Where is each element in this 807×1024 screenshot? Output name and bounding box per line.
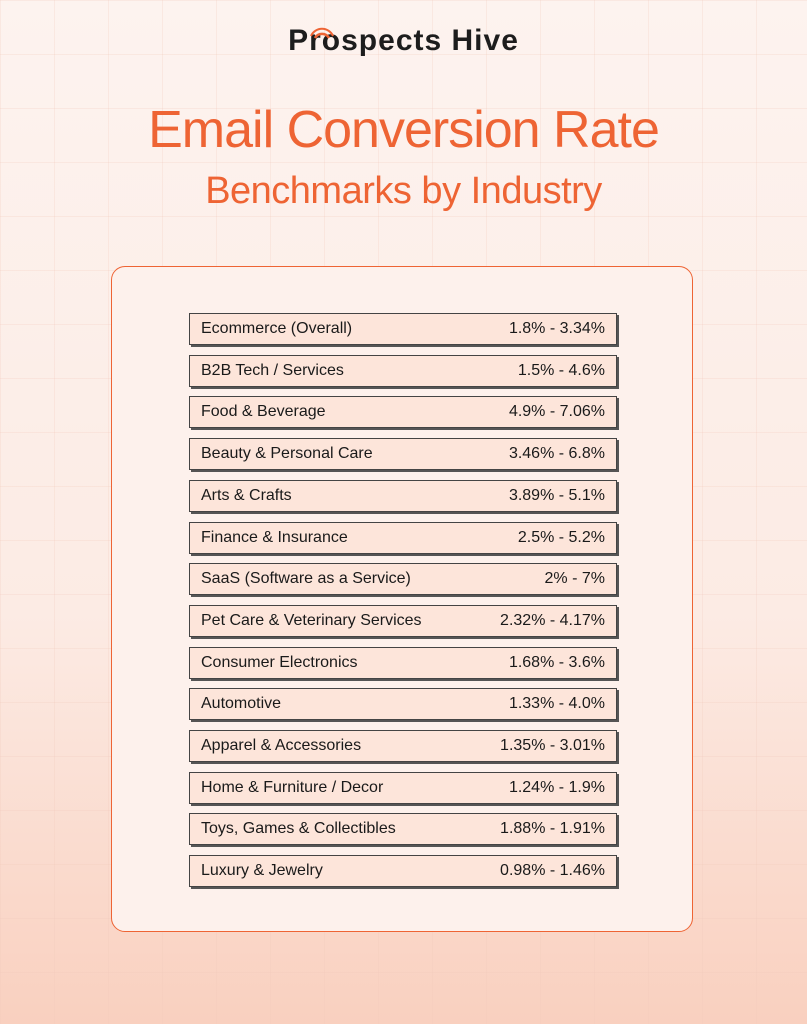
brand-logo: Prospects Hive xyxy=(288,24,519,57)
conversion-rate: 1.24% - 1.9% xyxy=(508,778,605,796)
table-row: Automotive 1.33% - 4.0% xyxy=(189,688,617,721)
conversion-rate: 2.32% - 4.17% xyxy=(500,611,605,629)
table-row: Pet Care & Veterinary Services 2.32% - 4.… xyxy=(189,604,617,637)
industry-label: B2B Tech / Services xyxy=(201,361,344,379)
table-row: Finance & Insurance 2.5% - 5.2% xyxy=(189,521,617,554)
industry-label: Pet Care & Veterinary Services xyxy=(201,611,422,629)
industry-label: SaaS (Software as a Service) xyxy=(201,570,411,588)
industry-label: Home & Furniture / Decor xyxy=(201,778,384,796)
subtitle: Benchmarks by Industry xyxy=(205,170,602,212)
conversion-rate: 4.9% - 7.06% xyxy=(508,403,605,421)
industry-label: Consumer Electronics xyxy=(201,653,358,671)
table-row: Consumer Electronics 1.68% - 3.6% xyxy=(189,646,617,679)
industry-label: Finance & Insurance xyxy=(201,528,348,546)
industry-label: Apparel & Accessories xyxy=(201,737,362,754)
table-row: Arts & Crafts 3.89% - 5.1% xyxy=(189,479,617,512)
conversion-rate: 3.46% - 6.8% xyxy=(508,445,605,463)
industry-label: Arts & Crafts xyxy=(201,486,292,504)
industry-label: Ecommerce (Overall) xyxy=(201,320,353,337)
conversion-rate: 1.33% - 4.0% xyxy=(508,695,605,713)
conversion-rate: 1.8% - 3.34% xyxy=(508,320,605,337)
table-row: Luxury & Jewelry 0.98% - 1.46% xyxy=(189,855,617,888)
conversion-rate: 0.98% - 1.46% xyxy=(500,862,605,880)
conversion-rate: 1.68% - 3.6% xyxy=(508,653,605,671)
table-row: B2B Tech / Services 1.5% - 4.6% xyxy=(189,354,617,387)
table-row: Toys, Games & Collectibles 1.88% - 1.91% xyxy=(189,813,617,846)
conversion-rate: 1.88% - 1.91% xyxy=(500,820,605,838)
logo-signal-icon xyxy=(310,27,334,39)
conversion-rate: 3.89% - 5.1% xyxy=(508,486,605,504)
conversion-rate: 2% - 7% xyxy=(544,570,605,588)
industry-label: Automotive xyxy=(201,695,282,713)
table-row: Apparel & Accessories 1.35% - 3.01% xyxy=(189,730,617,762)
industry-label: Toys, Games & Collectibles xyxy=(201,820,396,838)
title: Email Conversion Rate xyxy=(148,101,660,159)
table-row: Ecommerce (Overall) 1.8% - 3.34% xyxy=(189,313,617,345)
conversion-rate: 1.35% - 3.01% xyxy=(500,737,605,754)
conversion-rate: 1.5% - 4.6% xyxy=(517,361,605,379)
industry-label: Food & Beverage xyxy=(201,403,326,421)
table-row: Home & Furniture / Decor 1.24% - 1.9% xyxy=(189,771,617,804)
table-row: SaaS (Software as a Service) 2% - 7% xyxy=(189,563,617,596)
industry-label: Beauty & Personal Care xyxy=(201,445,373,463)
table-row: Food & Beverage 4.9% - 7.06% xyxy=(189,396,617,429)
industry-label: Luxury & Jewelry xyxy=(201,862,323,880)
table-row: Beauty & Personal Care 3.46% - 6.8% xyxy=(189,438,617,471)
conversion-rate: 2.5% - 5.2% xyxy=(517,528,605,546)
